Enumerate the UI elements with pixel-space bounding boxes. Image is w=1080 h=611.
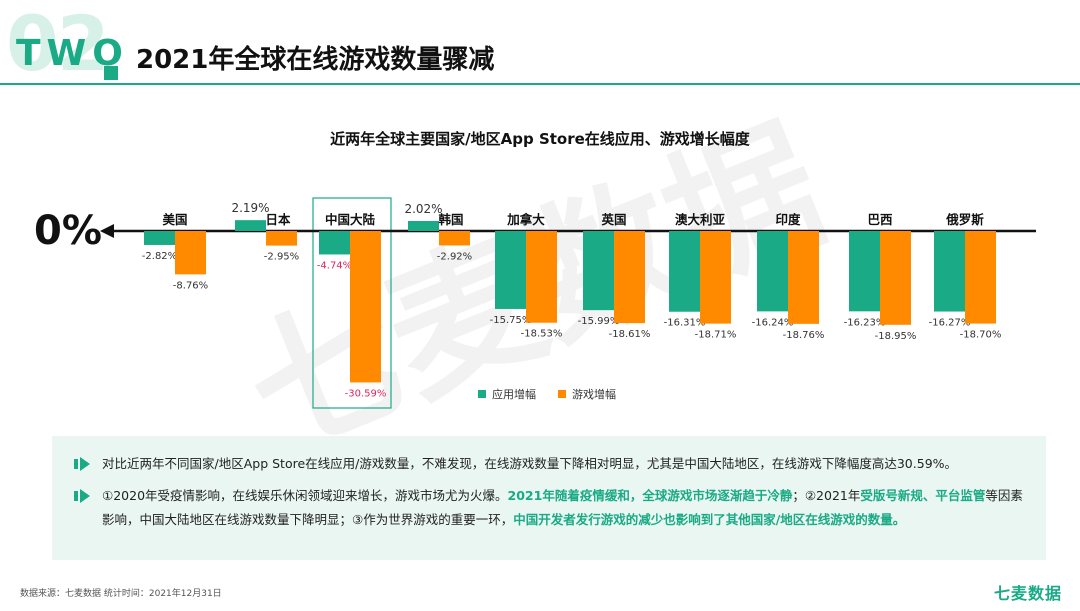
- data-label-games-2: -30.59%: [345, 388, 387, 399]
- data-label-games-6: -18.71%: [695, 330, 737, 341]
- insight-text-1: 对比近两年不同国家/地区App Store在线应用/游戏数量，不难发现，在线游戏…: [102, 456, 958, 471]
- insight-highlight-2d: 受版号新规、平台监管: [860, 488, 986, 503]
- legend-item-games: 游戏增幅: [558, 386, 616, 402]
- header-divider: [0, 83, 1080, 85]
- insight-row-1: 对比近两年不同国家/地区App Store在线应用/游戏数量，不难发现，在线游戏…: [74, 452, 1028, 476]
- legend-swatch-games: [558, 390, 566, 398]
- bar-games-4: [526, 231, 557, 323]
- bar-apps-2: [319, 231, 350, 255]
- bar-apps-0: [144, 231, 175, 245]
- bar-games-9: [965, 231, 996, 324]
- bar-apps-1: [235, 220, 266, 231]
- category-label-2: 中国大陆: [325, 212, 376, 227]
- insight-text-2a: ①2020年受疫情影响，在线娱乐休闲领域迎来增长，游戏市场尤为火爆。: [102, 488, 508, 503]
- chart-legend: 应用增幅 游戏增幅: [478, 386, 616, 402]
- play-bullet-icon: [74, 489, 90, 503]
- legend-label-games: 游戏增幅: [572, 388, 616, 401]
- data-label-apps-1: 2.19%: [231, 201, 269, 215]
- insight-row-2: ①2020年受疫情影响，在线娱乐休闲领域迎来增长，游戏市场尤为火爆。2021年随…: [74, 484, 1028, 532]
- bar-apps-4: [495, 231, 526, 309]
- data-label-games-4: -18.53%: [521, 329, 563, 340]
- zero-axis-label: 0%: [34, 208, 102, 254]
- section-dot-icon: [104, 66, 118, 80]
- bar-apps-9: [934, 231, 965, 312]
- insight-box: 对比近两年不同国家/地区App Store在线应用/游戏数量，不难发现，在线游戏…: [52, 436, 1046, 560]
- legend-label-apps: 应用增幅: [492, 388, 536, 401]
- data-label-games-1: -2.95%: [264, 252, 299, 263]
- bar-apps-6: [669, 231, 700, 312]
- data-label-games-9: -18.70%: [960, 330, 1002, 341]
- data-label-apps-5: -15.99%: [578, 316, 620, 327]
- bar-games-7: [788, 231, 819, 324]
- category-label-8: 巴西: [867, 212, 892, 227]
- page-title: 2021年全球在线游戏数量骤减: [136, 45, 495, 75]
- bar-games-2: [350, 231, 381, 383]
- bar-games-3: [439, 231, 470, 246]
- category-label-1: 日本: [265, 212, 291, 227]
- category-label-5: 英国: [601, 212, 626, 227]
- insight-text-2c: ；②2021年: [792, 488, 861, 503]
- insight-highlight-2b: 2021年随着疫情缓和，全球游戏市场逐渐趋于冷静: [507, 488, 793, 503]
- data-label-games-7: -18.76%: [783, 330, 825, 341]
- bar-games-1: [266, 231, 297, 246]
- brand-logo-text: 七麦数据: [994, 584, 1063, 603]
- bar-chart: -2.82% -8.76% 美国 2.19% -2.95% 日本 -4.74% -30.59%…: [100, 197, 1036, 409]
- data-label-apps-6: -16.31%: [664, 318, 706, 329]
- data-label-apps-8: -16.23%: [844, 317, 886, 328]
- bar-games-0: [175, 231, 206, 275]
- data-label-games-5: -18.61%: [609, 329, 651, 340]
- category-label-3: 韩国: [438, 212, 463, 227]
- chart-title: 近两年全球主要国家/地区App Store在线应用、游戏增长幅度: [330, 130, 750, 148]
- data-label-games-0: -8.76%: [173, 280, 208, 291]
- bar-apps-5: [583, 231, 614, 311]
- data-source: 数据来源：七麦数据 统计时间：2021年12月31日: [20, 589, 222, 599]
- category-label-4: 加拿大: [506, 212, 545, 227]
- data-label-games-3: -2.92%: [437, 251, 472, 262]
- bar-games-8: [880, 231, 911, 325]
- data-label-apps-4: -15.75%: [490, 315, 532, 326]
- data-label-apps-3: 2.02%: [404, 202, 442, 216]
- axis-arrow-icon: [100, 224, 114, 238]
- highlight-box: [312, 197, 392, 409]
- category-label-7: 印度: [775, 212, 801, 227]
- category-label-0: 美国: [162, 212, 187, 227]
- data-label-apps-7: -16.24%: [752, 317, 794, 328]
- bar-games-6: [700, 231, 731, 324]
- play-bullet-icon: [74, 457, 90, 471]
- bar-apps-3: [408, 221, 439, 231]
- data-label-games-8: -18.95%: [875, 331, 917, 342]
- section-ghost-number: 02: [6, 0, 110, 88]
- data-label-apps-9: -16.27%: [929, 318, 971, 329]
- data-label-apps-0: -2.82%: [142, 251, 177, 262]
- insight-highlight-2f: 中国开发者发行游戏的减少也影响到了其他国家/地区在线游戏的数量。: [513, 512, 906, 527]
- bar-games-5: [614, 231, 645, 324]
- legend-swatch-apps: [478, 390, 486, 398]
- data-label-apps-2: -4.74%: [317, 260, 352, 271]
- legend-item-apps: 应用增幅: [478, 386, 536, 402]
- header: 02 TWO 2021年全球在线游戏数量骤减: [0, 0, 1080, 90]
- insight-text-2e: 等因素影响，中国大陆地区在线游戏数量下降明显；③作为世界游戏的重要一环，: [102, 488, 1023, 527]
- category-label-9: 俄罗斯: [945, 212, 984, 227]
- bar-apps-7: [757, 231, 788, 312]
- bar-apps-8: [849, 231, 880, 312]
- category-label-6: 澳大利亚: [675, 212, 726, 227]
